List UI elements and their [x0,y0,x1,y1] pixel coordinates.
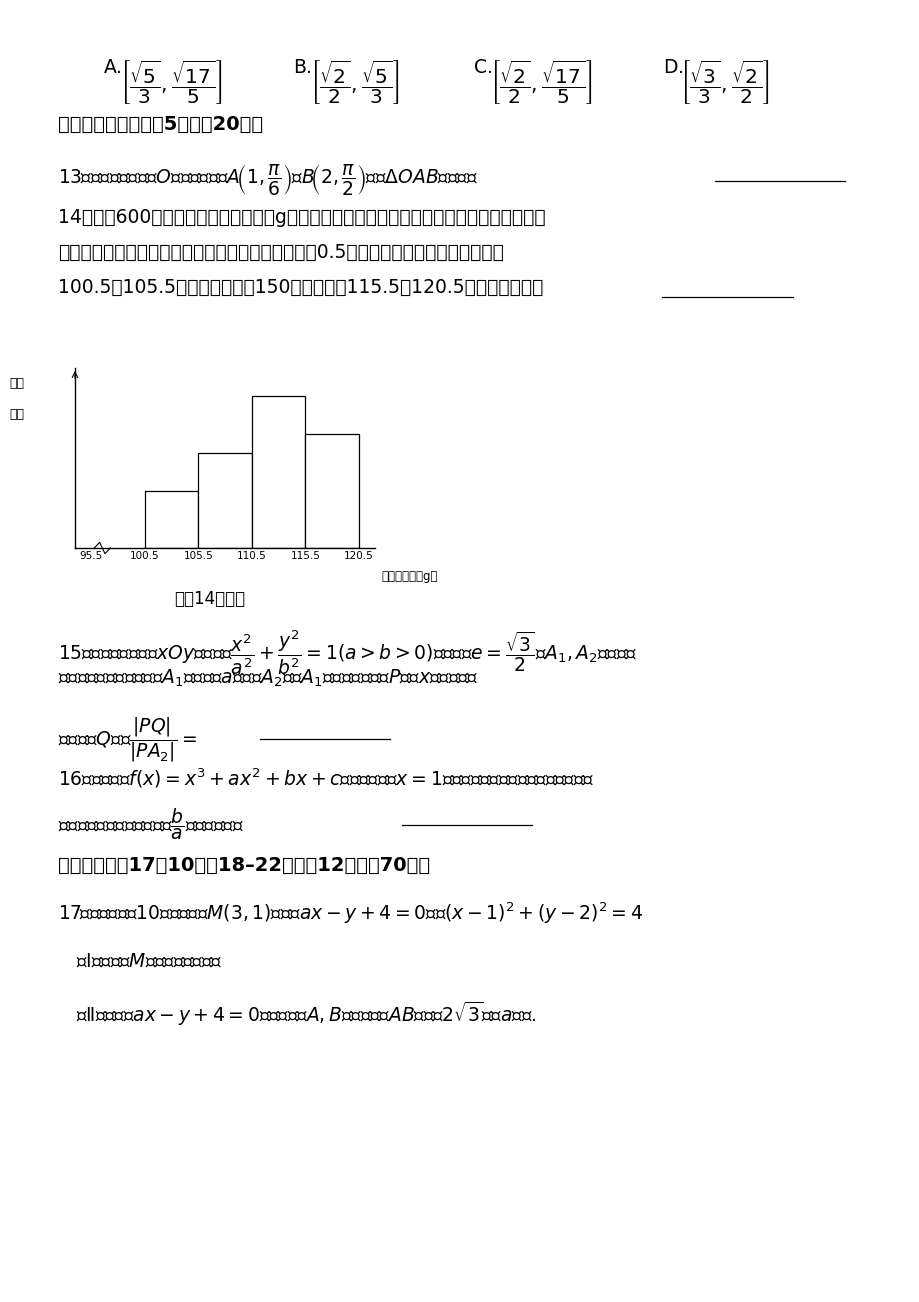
Text: B.$\;$: B.$\;$ [292,59,312,77]
Text: $\left[\dfrac{\sqrt{5}}{3},\dfrac{\sqrt{17}}{5}\right]$: $\left[\dfrac{\sqrt{5}}{3},\dfrac{\sqrt{… [119,59,222,105]
Text: 度成等差数列，后三组对应的长方形的高度成公比为0.5的等比数列，已知检测的质量在: 度成等差数列，后三组对应的长方形的高度成公比为0.5的等比数列，已知检测的质量在 [58,243,504,262]
Text: D.$\;$: D.$\;$ [663,59,683,77]
Bar [252,396,305,548]
Text: 和一个双曲线的离心率，则$\dfrac{b}{a}$的取值范围是: 和一个双曲线的离心率，则$\dfrac{b}{a}$的取值范围是 [58,806,244,842]
Text: 二．填空题（每小题5分，共20分）: 二．填空题（每小题5分，共20分） [58,115,263,134]
Text: 14．检测600个某产品的质量（单位：g），得到的频率分布直方图中，前三组的长方形的高: 14．检测600个某产品的质量（单位：g），得到的频率分布直方图中，前三组的长方… [58,208,545,227]
Text: $\left[\dfrac{\sqrt{2}}{2},\dfrac{\sqrt{5}}{3}\right]$: $\left[\dfrac{\sqrt{2}}{2},\dfrac{\sqrt{… [310,59,400,105]
Text: （Ⅱ）若直线$ax-y+4=0$与圆相交于$A,B$两点，且弦$AB$的长为$2\sqrt{3}$，求$a$的值.: （Ⅱ）若直线$ax-y+4=0$与圆相交于$A,B$两点，且弦$AB$的长为$2… [76,1000,536,1029]
Text: 17．（本题满分10分）已知点$M(3,1)$，直线$ax-y+4=0$及圆$(x-1)^2+(y-2)^2=4$: 17．（本题满分10分）已知点$M(3,1)$，直线$ax-y+4=0$及圆$(… [58,900,642,926]
Text: C.$\;$: C.$\;$ [472,59,492,77]
Text: 13．在极坐标系中，$O$是极点，设点$A\!\left(1,\dfrac{\pi}{6}\right)$，$B\!\left(2,\dfrac{\pi}{2}: 13．在极坐标系中，$O$是极点，设点$A\!\left(1,\dfrac{\p… [58,161,477,197]
Text: 频率: 频率 [9,378,24,391]
Text: 质量（单位：g）: 质量（单位：g） [380,569,437,582]
Text: 16．已知函数$f(x)=x^3+ax^2+bx+c$的一个零点是$x=1$，另外两个零点可分别作为一个椭圆: 16．已知函数$f(x)=x^3+ax^2+bx+c$的一个零点是$x=1$，另… [58,766,594,789]
Text: 三．解答题（17题10分，18–22每小题12分，共70分）: 三．解答题（17题10分，18–22每小题12分，共70分） [58,855,430,875]
Text: 组距: 组距 [9,408,24,421]
Text: 圆的左、右两个顶点，圆$A_1$的半径为$a$，过点$A_2$作圆$A_1$的切线，切点为$P$，在$x$轴的上方交: 圆的左、右两个顶点，圆$A_1$的半径为$a$，过点$A_2$作圆$A_1$的切… [58,668,478,689]
Text: A.$\;$: A.$\;$ [103,59,121,77]
Text: （第14题图）: （第14题图） [175,590,245,608]
Bar [144,491,198,548]
Text: 椭圆于点$Q$．则$\dfrac{|PQ|}{|PA_2|}=$: 椭圆于点$Q$．则$\dfrac{|PQ|}{|PA_2|}=$ [58,715,197,764]
Bar [305,435,358,548]
Text: $\left[\dfrac{\sqrt{3}}{3},\dfrac{\sqrt{2}}{2}\right]$: $\left[\dfrac{\sqrt{3}}{3},\dfrac{\sqrt{… [679,59,769,105]
Bar [198,453,252,548]
Text: $\left[\dfrac{\sqrt{2}}{2},\dfrac{\sqrt{17}}{5}\right]$: $\left[\dfrac{\sqrt{2}}{2},\dfrac{\sqrt{… [490,59,592,105]
Text: 15．平面直角坐标系$xOy$中，椭圆$\dfrac{x^2}{a^2}+\dfrac{y^2}{b^2}=1(a>b>0)$的离心率$e=\dfrac{\sq: 15．平面直角坐标系$xOy$中，椭圆$\dfrac{x^2}{a^2}+\df… [58,628,637,677]
Text: 100.5－105.5之间的产品数为150，则质量在115.5－120.5的长方形高度为: 100.5－105.5之间的产品数为150，则质量在115.5－120.5的长方… [58,279,543,297]
Text: （Ⅰ）求过点$M$的圆的切线方程；: （Ⅰ）求过点$M$的圆的切线方程； [76,952,222,971]
